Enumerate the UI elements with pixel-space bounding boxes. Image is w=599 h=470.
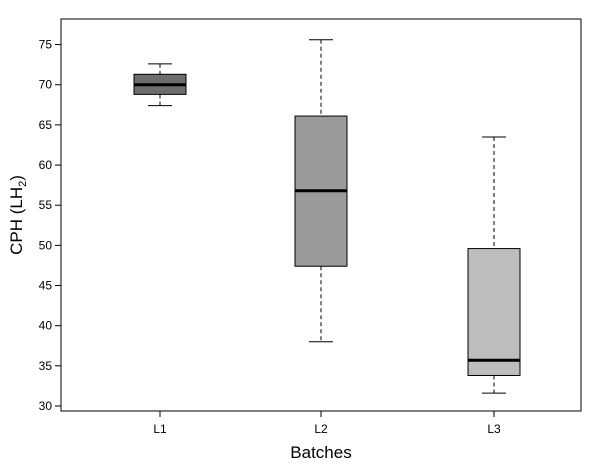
y-tick-label: 30 [39, 399, 53, 413]
x-axis: L1 L2 L3 [153, 411, 501, 436]
box-series [133, 39, 521, 394]
box-l1 [133, 63, 187, 107]
y-tick-label: 60 [39, 158, 53, 172]
x-axis-label: Batches [290, 443, 351, 462]
y-axis: 30 35 40 45 50 55 60 65 70 75 [39, 38, 61, 413]
box-l3 [467, 136, 521, 394]
y-axis-label-close: ) [7, 175, 26, 181]
x-tick-label: L1 [153, 422, 167, 436]
y-tick-label: 65 [39, 118, 53, 132]
y-axis-label-subscript: 2 [17, 181, 29, 187]
x-tick-label: L2 [314, 422, 328, 436]
y-tick-label: 50 [39, 238, 53, 252]
y-tick-label: 45 [39, 279, 53, 293]
y-axis-label: CPH (LH2) [7, 175, 29, 255]
y-axis-label-main: CPH (LH [7, 187, 26, 255]
y-tick-label: 35 [39, 359, 53, 373]
y-tick-label: 55 [39, 198, 53, 212]
y-tick-label: 40 [39, 319, 53, 333]
box-l2 [294, 39, 348, 343]
y-tick-label: 75 [39, 38, 53, 52]
iqr-box [467, 248, 521, 376]
x-tick-label: L3 [487, 422, 501, 436]
y-tick-label: 70 [39, 78, 53, 92]
